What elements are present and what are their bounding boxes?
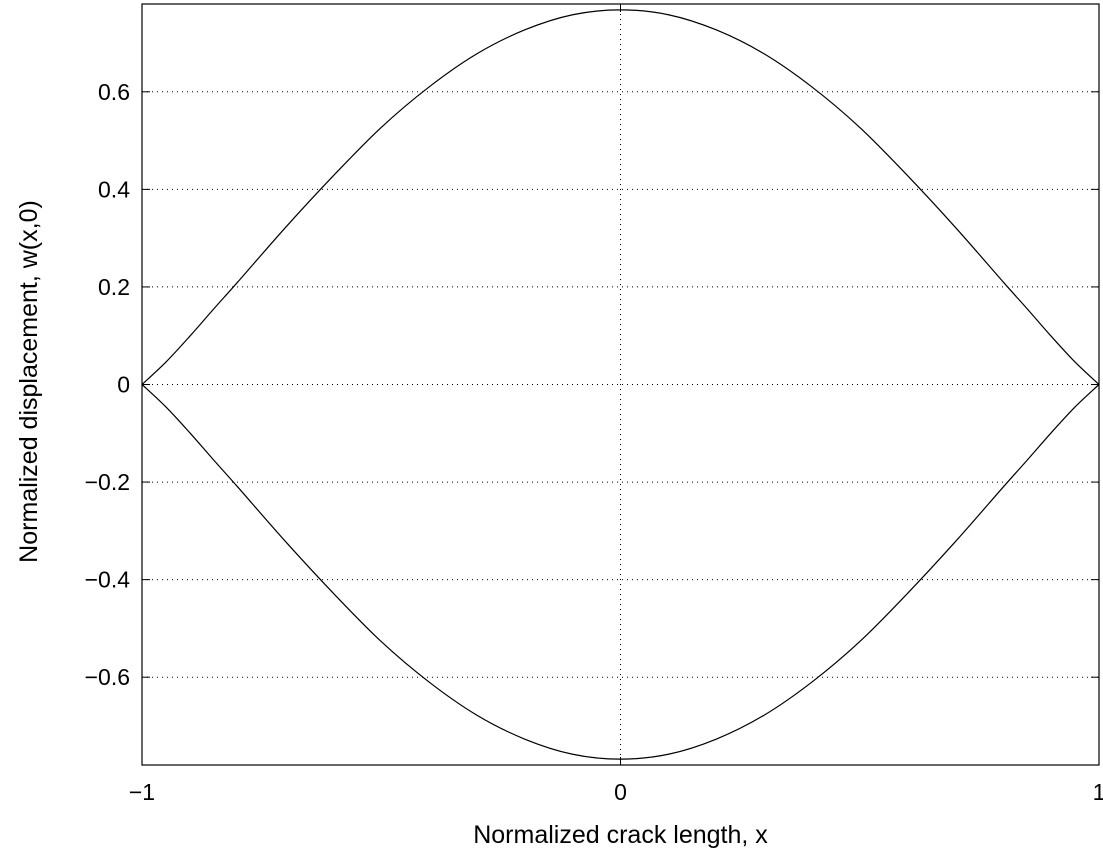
y-axis-title: Normalized displacement, w(x,0) bbox=[15, 200, 43, 563]
tick-marks bbox=[141, 4, 1100, 765]
y-tick-label: 0.6 bbox=[98, 79, 130, 105]
x-tick-label: 1 bbox=[1093, 779, 1103, 805]
x-tick-labels: −1 0 1 bbox=[129, 779, 1103, 805]
y-tick-label: 0 bbox=[117, 372, 130, 398]
y-tick-label: −0.4 bbox=[85, 567, 131, 593]
y-tick-labels: 0.6 0.4 0.2 0 −0.2 −0.4 −0.6 bbox=[85, 79, 131, 690]
y-tick-label: 0.2 bbox=[98, 274, 130, 300]
y-tick-label: 0.4 bbox=[98, 176, 130, 202]
x-tick-label: 0 bbox=[614, 779, 627, 805]
lower-crack-face-line bbox=[141, 384, 1100, 760]
x-tick-label: −1 bbox=[129, 779, 155, 805]
grid bbox=[142, 4, 1099, 765]
y-tick-label: −0.6 bbox=[85, 664, 130, 690]
y-tick-label: −0.2 bbox=[85, 469, 130, 495]
x-axis-title: Normalized crack length, x bbox=[473, 821, 768, 849]
upper-crack-face-line bbox=[141, 9, 1100, 385]
